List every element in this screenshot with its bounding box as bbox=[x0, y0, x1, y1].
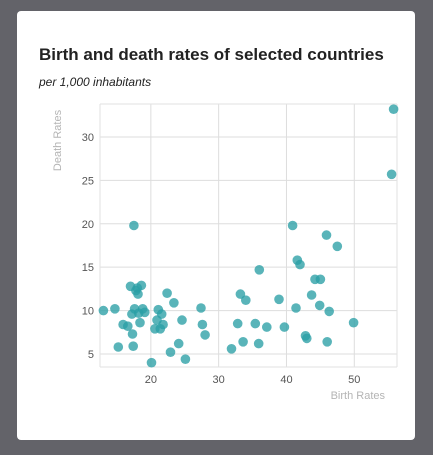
data-point bbox=[197, 319, 208, 330]
x-axis-label: Birth Rates bbox=[331, 390, 386, 402]
data-point bbox=[295, 259, 305, 270]
data-point bbox=[200, 330, 210, 340]
data-point bbox=[123, 321, 133, 332]
data-point bbox=[128, 341, 138, 352]
x-tick-label: 50 bbox=[348, 374, 360, 386]
data-point bbox=[314, 300, 325, 311]
data-point bbox=[196, 303, 206, 313]
x-tick-label: 20 bbox=[145, 374, 157, 386]
data-point bbox=[177, 315, 187, 325]
data-point bbox=[315, 274, 326, 285]
data-point bbox=[232, 318, 243, 329]
data-point bbox=[386, 169, 397, 180]
data-point bbox=[291, 303, 301, 313]
data-point bbox=[146, 357, 157, 368]
data-point bbox=[253, 338, 264, 349]
data-point bbox=[165, 347, 176, 358]
data-point bbox=[110, 304, 120, 314]
data-point bbox=[287, 220, 298, 231]
data-point bbox=[262, 322, 272, 332]
data-point bbox=[241, 295, 251, 306]
y-tick-label: 10 bbox=[82, 306, 94, 318]
data-point bbox=[322, 337, 333, 347]
data-point bbox=[173, 338, 184, 349]
data-point bbox=[238, 337, 248, 347]
data-point bbox=[162, 288, 172, 299]
data-point bbox=[321, 230, 332, 240]
data-point bbox=[388, 104, 399, 114]
data-point bbox=[156, 309, 167, 319]
y-tick-labels: 5 10 15 20 25 30 bbox=[82, 132, 94, 361]
grid-lines bbox=[100, 104, 397, 367]
data-point bbox=[158, 319, 168, 330]
data-point bbox=[250, 318, 261, 329]
chart-card: Birth and death rates of selected countr… bbox=[17, 11, 415, 440]
chart-title: Birth and death rates of selected countr… bbox=[39, 45, 384, 64]
data-point bbox=[254, 265, 265, 275]
y-tick-label: 5 bbox=[88, 349, 94, 361]
data-point bbox=[169, 298, 179, 308]
y-axis-label: Death Rates bbox=[52, 109, 64, 171]
chart-subtitle: per 1,000 inhabitants bbox=[39, 75, 152, 89]
y-tick-label: 15 bbox=[82, 262, 94, 274]
data-point bbox=[113, 342, 124, 352]
data-point bbox=[140, 307, 150, 318]
data-point bbox=[133, 289, 143, 299]
data-point bbox=[98, 305, 109, 316]
data-point bbox=[180, 354, 191, 365]
data-point bbox=[348, 317, 359, 328]
data-point bbox=[226, 344, 237, 354]
data-point bbox=[136, 280, 147, 291]
data-point bbox=[306, 290, 317, 300]
x-tick-labels: 20 30 40 50 bbox=[145, 374, 361, 386]
data-point bbox=[279, 322, 290, 332]
data-point bbox=[135, 317, 145, 328]
data-point bbox=[332, 241, 343, 252]
data-point bbox=[302, 333, 312, 344]
data-point bbox=[274, 294, 284, 305]
data-point bbox=[324, 306, 335, 317]
x-tick-label: 40 bbox=[280, 374, 292, 386]
x-tick-label: 30 bbox=[213, 374, 225, 386]
data-point bbox=[127, 329, 138, 339]
y-tick-label: 25 bbox=[82, 175, 94, 187]
scatter-plot: 5 10 15 20 25 30 20 30 40 50 Death Rates Birth R… bbox=[52, 103, 399, 402]
data-points bbox=[98, 104, 399, 368]
y-tick-label: 30 bbox=[82, 132, 94, 144]
y-tick-label: 20 bbox=[82, 219, 94, 231]
data-point bbox=[129, 220, 139, 231]
